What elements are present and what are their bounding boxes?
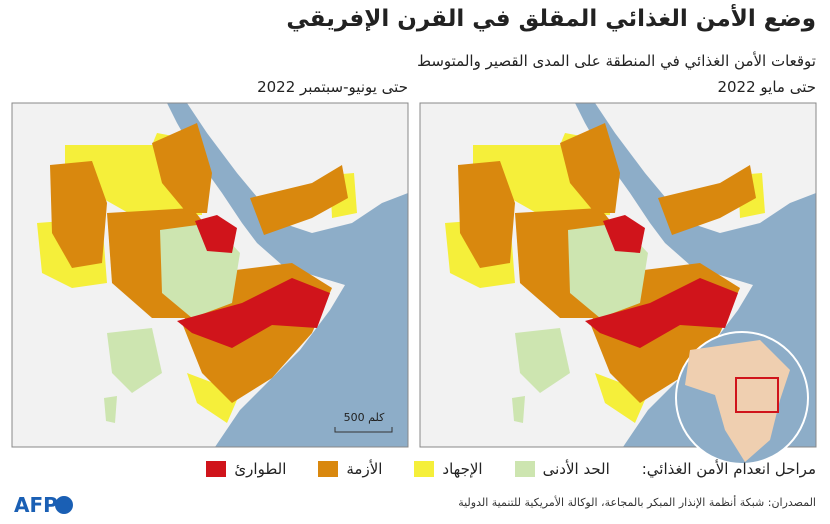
legend-label: الإجهاد [442,460,483,478]
legend-swatch [206,461,227,477]
scale-bar [334,427,393,433]
title: وضع الأمن الغذائي المقلق في القرن الإفري… [286,6,816,32]
map-left [12,103,408,447]
legend-item: الأزمة [318,460,382,478]
globe-focus [735,377,779,413]
map-label: حتى مايو 2022 [717,78,816,96]
logo-dot [55,496,73,514]
source: المصدران: شبكة أنظمة الإنذار المبكر بالم… [458,496,816,509]
legend-swatch [414,461,435,477]
legend: مراحل انعدام الأمن الغذائي: الحد الأدنى ا… [206,460,816,478]
map-frame [11,102,409,448]
logo: AFP [14,493,58,517]
map-frame [419,102,817,448]
map-label: حتى يونيو-سبتمبر 2022 [257,78,408,96]
subtitle: توقعات الأمن الغذائي في المنطقة على المد… [417,52,816,70]
scale-label: 500 كلم [344,411,385,424]
legend-title: مراحل انعدام الأمن الغذائي: [641,460,816,478]
legend-label: الأزمة [346,460,383,478]
globe-africa [685,340,790,462]
legend-swatch [514,461,535,477]
legend-label: الطوارئ [234,460,287,478]
legend-item: الطوارئ [206,460,286,478]
legend-swatch [318,461,339,477]
legend-item: الإجهاد [414,460,483,478]
legend-label: الحد الأدنى [542,460,610,478]
legend-item: الحد الأدنى [514,460,610,478]
